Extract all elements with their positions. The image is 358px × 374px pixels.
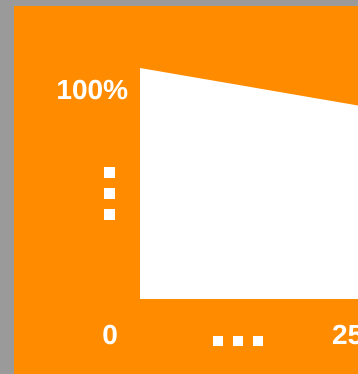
x-tick-label-25: 25 (332, 319, 358, 350)
y-tick-label-ellipsis (104, 167, 115, 220)
y-ellipsis-dot (104, 167, 115, 178)
x-tick-label-0: 0 (102, 319, 118, 350)
x-ellipsis-dot (233, 336, 243, 346)
area-layer (140, 68, 358, 299)
x-ellipsis-dot (253, 336, 263, 346)
area-series (140, 68, 358, 299)
y-ellipsis-dot (104, 209, 115, 220)
y-tick-label-100: 100% (56, 74, 128, 105)
y-ellipsis-dot (104, 188, 115, 199)
x-ellipsis-dot (213, 336, 223, 346)
x-tick-label-ellipsis (213, 336, 263, 346)
